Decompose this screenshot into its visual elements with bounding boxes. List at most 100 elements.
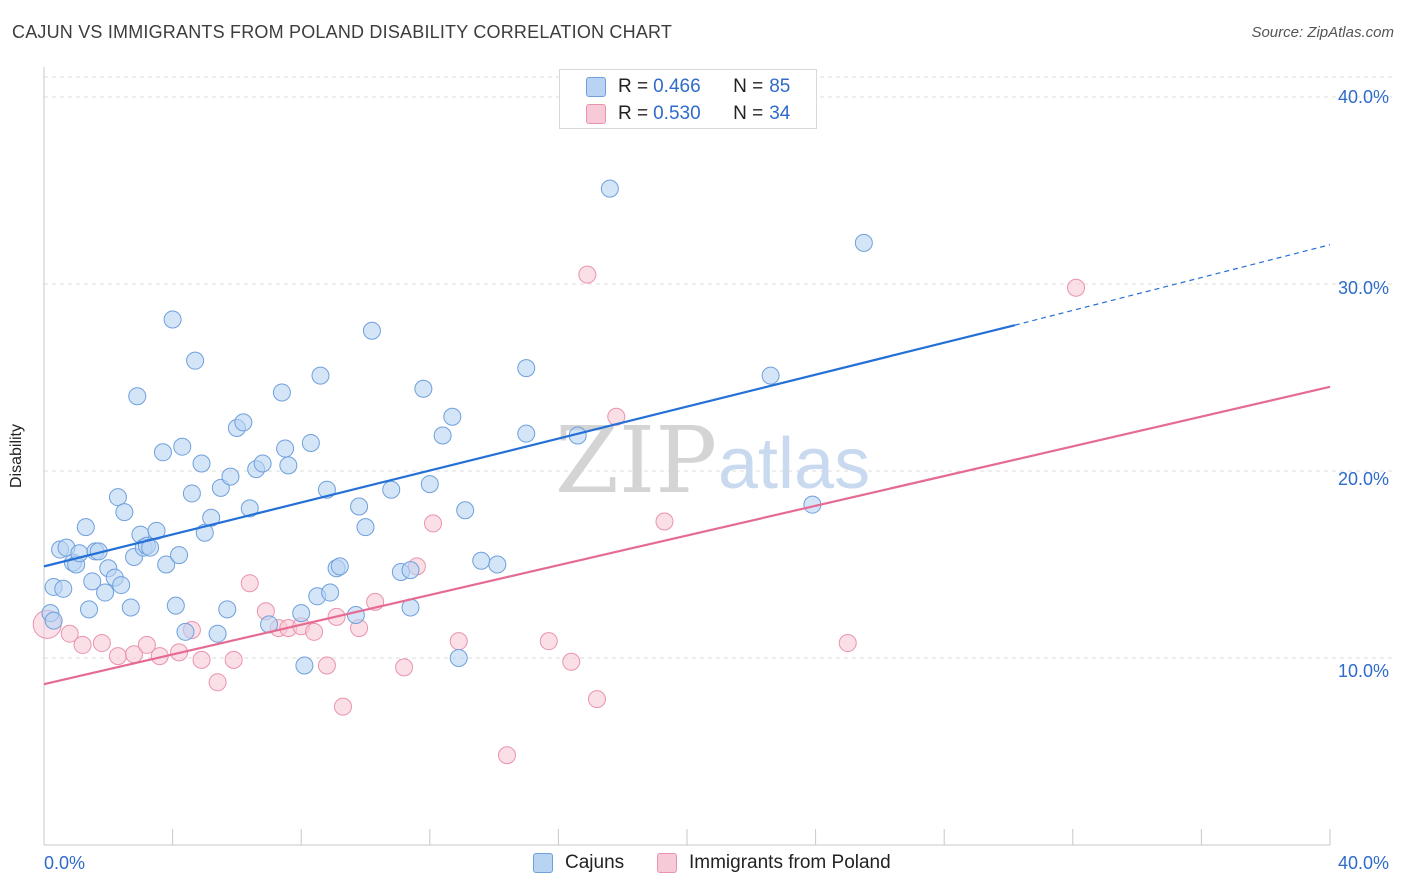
data-point-cajuns <box>173 437 192 456</box>
trendline-cajuns <box>43 324 1016 568</box>
data-point-cajuns <box>276 439 295 458</box>
data-point-poland <box>224 650 243 669</box>
data-point-poland <box>449 632 468 651</box>
poland-legend-swatch <box>657 853 677 873</box>
data-point-poland <box>539 632 558 651</box>
n-label: N = <box>733 76 764 97</box>
source-label: Source: ZipAtlas.com <box>1251 24 1394 41</box>
data-point-cajuns <box>517 359 536 378</box>
data-point-cajuns <box>449 649 468 667</box>
y-tick-label-20: 20.0% <box>1338 469 1390 489</box>
y-tick-label-30: 30.0% <box>1338 278 1390 298</box>
watermark: ZIP atlas <box>555 407 870 514</box>
data-point-cajuns <box>186 351 205 370</box>
n-label: N = <box>733 103 764 124</box>
trendline-cajuns-extension <box>1014 244 1331 326</box>
data-point-cajuns <box>76 518 95 537</box>
data-point-cajuns <box>192 454 211 473</box>
data-point-cajuns <box>166 596 185 615</box>
axes <box>43 67 1331 846</box>
data-point-cajuns <box>115 503 134 522</box>
data-point-poland <box>108 647 127 666</box>
data-point-cajuns <box>170 546 189 565</box>
data-point-cajuns <box>176 622 195 641</box>
data-point-cajuns <box>382 480 401 499</box>
data-point-cajuns <box>272 383 291 402</box>
data-point-cajuns <box>321 583 340 602</box>
data-point-cajuns <box>153 443 172 462</box>
cajuns-swatch <box>586 77 606 97</box>
gridlines <box>44 76 1395 659</box>
data-point-poland <box>305 622 324 641</box>
data-point-cajuns <box>83 572 102 591</box>
n-value: 34 <box>769 103 791 124</box>
data-point-cajuns <box>221 467 240 486</box>
data-point-cajuns <box>362 321 381 340</box>
x-tick-label-min: 0.0% <box>44 853 86 873</box>
data-point-poland <box>208 673 227 692</box>
trendline-poland <box>43 385 1331 686</box>
data-point-cajuns <box>761 366 780 385</box>
data-point-cajuns <box>44 611 63 630</box>
stats-row-cajuns: R = 0.466 N = 85 <box>586 74 790 100</box>
cajuns-legend-swatch <box>533 853 553 873</box>
r-label: R = <box>618 103 649 124</box>
data-point-cajuns <box>311 366 330 385</box>
data-point-cajuns <box>433 426 452 445</box>
data-point-cajuns <box>330 557 349 576</box>
data-point-cajuns <box>414 379 433 398</box>
data-point-cajuns <box>108 488 127 507</box>
data-point-cajuns <box>121 598 140 617</box>
data-point-cajuns <box>234 413 253 432</box>
data-point-cajuns <box>420 475 439 494</box>
data-point-cajuns <box>292 604 311 623</box>
y-tick-label-10: 10.0% <box>1338 661 1390 681</box>
legend-label-cajuns: Cajuns <box>565 852 625 873</box>
poland-swatch <box>586 104 606 124</box>
data-point-cajuns <box>350 497 369 516</box>
r-value: 0.530 <box>653 103 701 124</box>
data-point-cajuns <box>517 424 536 443</box>
data-point-poland <box>578 265 597 284</box>
data-point-cajuns <box>443 407 462 426</box>
data-point-cajuns <box>301 433 320 452</box>
data-point-poland <box>562 652 581 671</box>
data-point-poland <box>60 624 79 643</box>
data-point-cajuns <box>163 310 182 329</box>
data-point-cajuns <box>202 508 221 527</box>
data-point-cajuns <box>128 387 147 406</box>
data-point-cajuns <box>253 454 272 473</box>
y-tick-label-40: 40.0% <box>1338 87 1390 107</box>
data-point-cajuns <box>401 561 420 580</box>
data-point-cajuns <box>346 605 365 624</box>
trendlines <box>43 244 1331 686</box>
data-point-cajuns <box>157 555 176 574</box>
data-point-poland <box>317 656 336 675</box>
legend-item-poland[interactable]: Immigrants from Poland <box>657 852 891 874</box>
data-point-cajuns <box>600 179 619 198</box>
chart-title: CAJUN VS IMMIGRANTS FROM POLAND DISABILI… <box>12 22 673 42</box>
legend-label-poland: Immigrants from Poland <box>689 852 891 873</box>
data-point-poland <box>1067 278 1086 297</box>
data-point-poland <box>240 574 259 593</box>
data-point-poland <box>137 635 156 654</box>
data-point-cajuns <box>854 233 873 252</box>
data-point-poland <box>395 658 414 677</box>
data-point-cajuns <box>488 555 507 574</box>
data-point-poland <box>333 697 352 716</box>
data-point-cajuns <box>218 600 237 619</box>
r-label: R = <box>618 76 649 97</box>
legend-item-cajuns[interactable]: Cajuns <box>533 852 624 874</box>
data-point-poland <box>73 635 92 654</box>
data-point-poland <box>192 650 211 669</box>
data-point-cajuns <box>112 576 131 595</box>
data-point-poland <box>497 746 516 765</box>
data-point-poland <box>838 634 857 653</box>
data-point-poland <box>92 634 111 653</box>
series-legend: Cajuns Immigrants from Poland <box>0 852 1406 878</box>
data-point-cajuns <box>356 518 375 537</box>
data-point-cajuns <box>295 656 314 675</box>
data-point-cajuns <box>54 579 73 598</box>
data-point-cajuns <box>182 484 201 503</box>
